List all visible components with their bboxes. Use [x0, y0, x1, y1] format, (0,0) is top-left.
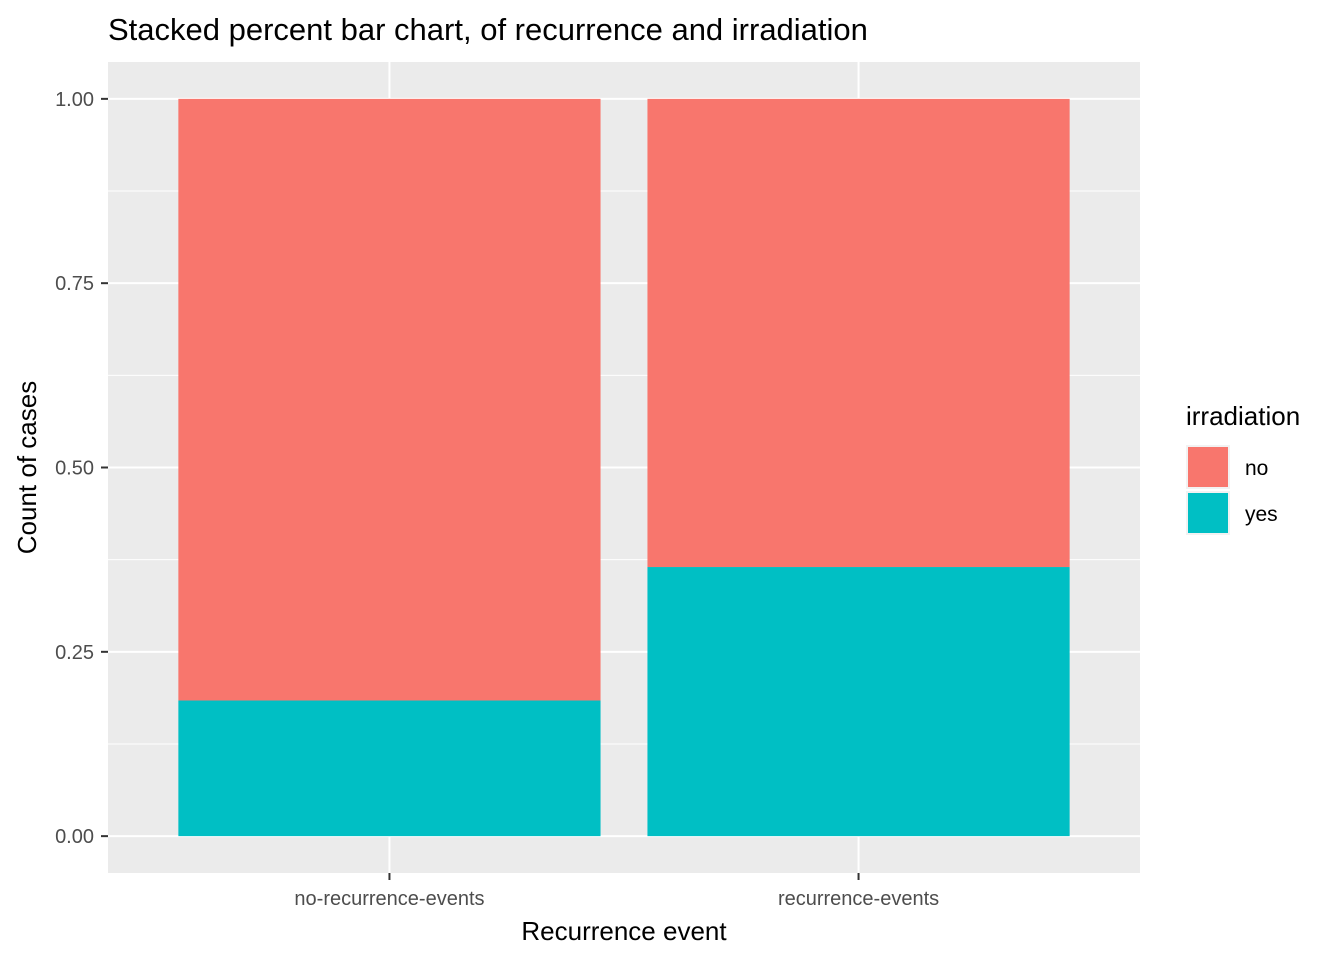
bar-segment-yes-recurrence-events: [647, 567, 1070, 837]
y-tick-label: 1.00: [55, 89, 94, 111]
x-tick-label: no-recurrence-events: [294, 888, 484, 910]
legend-label-no: no: [1245, 457, 1268, 480]
x-axis: no-recurrence-events recurrence-events: [294, 873, 939, 910]
legend-swatch-no: [1188, 447, 1228, 487]
x-axis-title: Recurrence event: [521, 916, 727, 946]
x-tick-label: recurrence-events: [778, 888, 939, 910]
y-tick-label: 0.50: [55, 458, 94, 480]
legend: irradiation no yes: [1186, 401, 1300, 535]
bar-stack-group: [178, 98, 1070, 837]
y-tick-label: 0.75: [55, 273, 94, 295]
y-tick-label: 0.00: [55, 826, 94, 848]
legend-swatch-yes: [1188, 493, 1228, 533]
legend-title: irradiation: [1186, 401, 1300, 431]
legend-label-yes: yes: [1245, 503, 1278, 526]
y-axis-title: Count of cases: [12, 381, 42, 554]
bar-segment-no-no-recurrence-events: [178, 98, 601, 701]
y-tick-label: 0.25: [55, 642, 94, 664]
y-axis: 0.00 0.25 0.50 0.75 1.00: [55, 89, 108, 848]
chart-title: Stacked percent bar chart, of recurrence…: [108, 12, 868, 47]
bar-segment-no-recurrence-events: [647, 98, 1070, 568]
bar-segment-yes-no-recurrence-events: [178, 700, 601, 837]
